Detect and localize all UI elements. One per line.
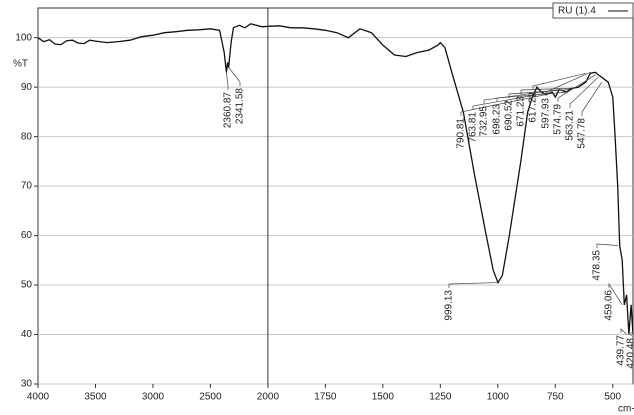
peak-label: 597.93	[541, 98, 552, 129]
peak-leader	[557, 74, 596, 102]
x-tick-label: 1500	[372, 392, 395, 403]
x-tick-label: 1250	[429, 392, 452, 403]
x-tick-label: 4000	[27, 392, 50, 403]
peak-label: 2341.58	[235, 88, 246, 125]
y-tick-label: 80	[21, 131, 33, 142]
peak-leader	[472, 91, 553, 110]
x-tick-label: 2500	[199, 392, 222, 403]
peak-label: 459.06	[604, 290, 615, 321]
peak-label: 698.23	[492, 104, 503, 135]
y-tick-label: 50	[21, 280, 33, 291]
legend-box	[552, 2, 634, 19]
x-tick-label: 3500	[84, 392, 107, 403]
peak-label: 563.21	[565, 110, 576, 141]
x-tick-label: 1000	[487, 392, 510, 403]
peak-leader	[483, 89, 560, 104]
y-tick-label: 90	[21, 82, 33, 93]
peak-leader	[460, 94, 546, 116]
plot-frame	[37, 7, 634, 385]
x-tick-label: 2000	[257, 392, 280, 403]
peak-leader	[228, 67, 241, 86]
y-tick-label: 100	[15, 32, 32, 43]
x-tick-label: 750	[547, 392, 564, 403]
spectrum-line	[37, 23, 634, 335]
peak-leader	[520, 87, 574, 94]
peak-leader	[569, 77, 599, 108]
peak-label: 732.95	[479, 106, 490, 137]
peak-leader	[545, 71, 591, 96]
peak-label: 439.77	[616, 335, 627, 366]
peak-leader	[596, 243, 618, 248]
peak-label: 420.48	[626, 338, 634, 369]
peak-leader	[496, 91, 568, 102]
x-tick-label: 500	[604, 392, 621, 403]
peak-leader	[620, 328, 627, 335]
peak-label: 999.13	[444, 290, 455, 321]
y-axis-label: %T	[13, 59, 28, 70]
y-tick-label: 70	[21, 181, 33, 192]
peak-label: 790.81	[456, 118, 467, 149]
peak-label: 2360.87	[223, 92, 234, 129]
peak-leader	[532, 72, 586, 90]
y-tick-label: 40	[21, 329, 33, 340]
legend-label: RU (1).4	[558, 6, 596, 17]
x-tick-label: 1750	[314, 392, 337, 403]
x-axis-label: cm-	[618, 404, 634, 415]
peak-label: 574.79	[553, 104, 564, 135]
peak-label: 690.52	[504, 100, 515, 131]
peak-label: 478.35	[592, 250, 603, 281]
peak-leader	[508, 89, 569, 98]
peak-label: 671.23	[516, 96, 527, 127]
peak-leader	[226, 72, 229, 90]
peak-leader	[581, 82, 603, 116]
peak-label: 547.78	[577, 118, 588, 149]
y-tick-label: 30	[21, 379, 33, 390]
peak-label: 763.81	[468, 112, 479, 143]
peak-label: 617.22	[528, 92, 539, 123]
x-tick-label: 3000	[142, 392, 165, 403]
peak-leader	[608, 282, 623, 306]
peak-leader	[448, 282, 499, 288]
y-tick-label: 60	[21, 230, 33, 241]
